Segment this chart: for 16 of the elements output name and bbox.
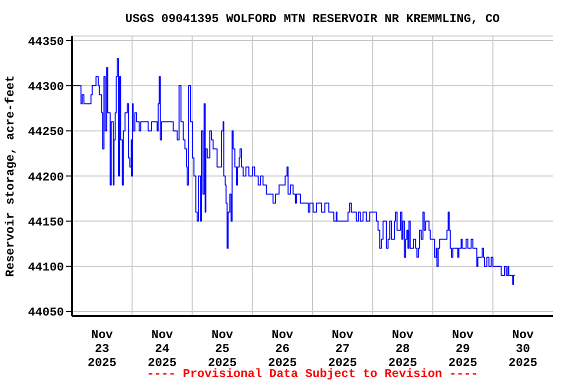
x-tick-label: Nov 23 2025	[88, 328, 116, 370]
x-tick-label: Nov 25 2025	[208, 328, 237, 370]
x-tick-label: Nov 30 2025	[508, 328, 538, 370]
y-tick-label: 44250	[28, 125, 64, 140]
y-tick-label: 44150	[28, 215, 64, 230]
y-tick-label: 44300	[28, 80, 64, 94]
y-tick-label: 44050	[28, 306, 64, 320]
y-tick-label: 44100	[28, 260, 64, 275]
y-tick-label: 44350	[28, 34, 64, 49]
x-tick-label: Nov 26 2025	[268, 328, 297, 370]
y-axis-title: Reservoir storage, acre-feet	[3, 75, 18, 277]
chart-title: USGS 09041395 WOLFORD MTN RESERVOIR NR KREMMLING, CO	[124, 12, 501, 26]
x-tick-label: Nov 29 2025	[448, 328, 478, 370]
text: ---- Provisional Data Subject to Revision ----	[146, 367, 478, 381]
x-tick-label: Nov 24 2025	[148, 328, 177, 370]
y-tick-label: 44200	[28, 170, 64, 184]
